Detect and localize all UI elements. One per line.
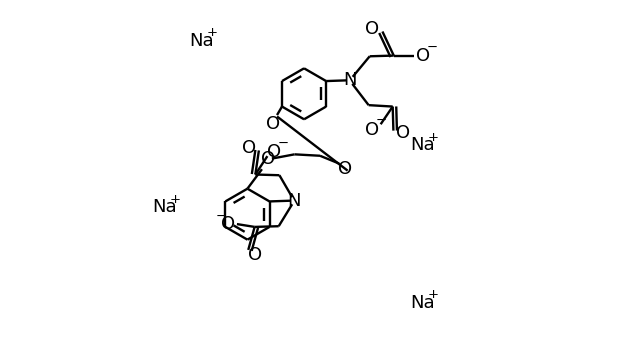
Text: Na: Na <box>410 136 435 154</box>
Text: O: O <box>365 20 380 38</box>
Text: Na: Na <box>189 32 214 50</box>
Text: −: − <box>426 41 438 53</box>
Text: −: − <box>278 137 289 150</box>
Text: O: O <box>268 143 282 161</box>
Text: −: − <box>376 114 387 127</box>
Text: −: − <box>216 210 227 223</box>
Text: +: + <box>428 289 439 301</box>
Text: O: O <box>221 215 235 233</box>
Text: +: + <box>207 27 218 39</box>
Text: O: O <box>365 121 380 139</box>
Text: N: N <box>344 72 357 89</box>
Text: Na: Na <box>410 294 435 312</box>
Text: +: + <box>428 131 439 144</box>
Text: O: O <box>396 125 410 142</box>
Text: O: O <box>242 139 256 157</box>
Text: O: O <box>248 246 262 264</box>
Text: O: O <box>260 150 275 168</box>
Text: O: O <box>416 47 430 64</box>
Text: +: + <box>170 193 180 206</box>
Text: N: N <box>287 192 300 210</box>
Text: Na: Na <box>152 198 177 216</box>
Text: O: O <box>266 115 280 132</box>
Text: O: O <box>338 160 352 177</box>
